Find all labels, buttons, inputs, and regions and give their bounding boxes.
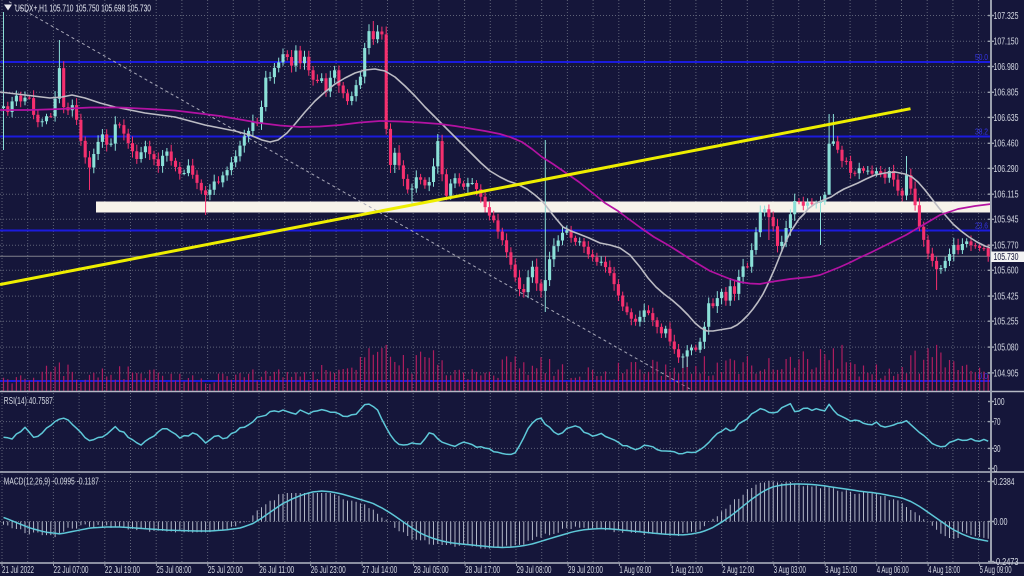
svg-text:0: 0 xyxy=(994,464,998,475)
svg-text:0.2384: 0.2384 xyxy=(994,477,1015,488)
svg-text:105.080: 105.080 xyxy=(994,343,1019,354)
svg-text:3 Aug 03:00: 3 Aug 03:00 xyxy=(774,565,806,576)
svg-text:29 Jul 08:00: 29 Jul 08:00 xyxy=(517,565,552,576)
svg-text:107.325: 107.325 xyxy=(994,11,1019,22)
svg-text:22 Jul 07:00: 22 Jul 07:00 xyxy=(54,565,89,576)
svg-text:106.805: 106.805 xyxy=(994,88,1019,99)
svg-text:105.945: 105.945 xyxy=(994,215,1019,226)
svg-text:105.770: 105.770 xyxy=(994,241,1019,252)
svg-text:26 Jul 11:00: 26 Jul 11:00 xyxy=(259,565,294,576)
svg-text:25 Jul 08:00: 25 Jul 08:00 xyxy=(156,565,191,576)
svg-text:106.460: 106.460 xyxy=(994,139,1019,150)
svg-text:28 Jul 05:00: 28 Jul 05:00 xyxy=(414,565,449,576)
svg-text:0.00: 0.00 xyxy=(994,517,1008,528)
svg-text:5 Aug 09:00: 5 Aug 09:00 xyxy=(980,565,1012,576)
svg-text:28 Jul 17:00: 28 Jul 17:00 xyxy=(465,565,500,576)
svg-text:2 Aug 12:00: 2 Aug 12:00 xyxy=(722,565,754,576)
svg-text:70: 70 xyxy=(994,417,1001,428)
svg-text:-0.2473: -0.2473 xyxy=(994,557,1019,568)
svg-text:1 Aug 09:00: 1 Aug 09:00 xyxy=(619,565,651,576)
svg-text:MACD(12,26,9) -0.0995 -0.1187: MACD(12,26,9) -0.0995 -0.1187 xyxy=(4,476,99,487)
svg-text:106.115: 106.115 xyxy=(994,190,1019,201)
svg-text:23.6: 23.6 xyxy=(975,221,988,231)
svg-text:USDX+,H1 105.710 105.750 105.: USDX+,H1 105.710 105.750 105.698 105.730 xyxy=(15,3,151,14)
svg-text:3 Aug 15:00: 3 Aug 15:00 xyxy=(825,565,857,576)
svg-text:1 Aug 21:00: 1 Aug 21:00 xyxy=(671,565,703,576)
svg-text:21 Jul 2022: 21 Jul 2022 xyxy=(2,565,34,576)
svg-text:29 Jul 20:00: 29 Jul 20:00 xyxy=(568,565,603,576)
svg-text:4 Aug 18:00: 4 Aug 18:00 xyxy=(928,565,960,576)
svg-text:100: 100 xyxy=(994,397,1005,408)
svg-text:107.150: 107.150 xyxy=(994,37,1019,48)
svg-text:38.2: 38.2 xyxy=(975,127,988,137)
svg-text:105.255: 105.255 xyxy=(994,317,1019,328)
svg-text:4 Aug 06:00: 4 Aug 06:00 xyxy=(877,565,909,576)
svg-text:26 Jul 23:00: 26 Jul 23:00 xyxy=(311,565,346,576)
svg-text:106.980: 106.980 xyxy=(994,62,1019,73)
svg-text:30: 30 xyxy=(994,444,1001,455)
svg-text:50.0: 50.0 xyxy=(975,52,988,62)
svg-text:106.635: 106.635 xyxy=(994,113,1019,124)
svg-text:104.905: 104.905 xyxy=(994,368,1019,379)
svg-text:27 Jul 14:00: 27 Jul 14:00 xyxy=(362,565,397,576)
svg-text:0.0: 0.0 xyxy=(978,371,988,381)
svg-text:22 Jul 19:00: 22 Jul 19:00 xyxy=(105,565,140,576)
svg-text:106.290: 106.290 xyxy=(994,164,1019,175)
svg-text:25 Jul 20:00: 25 Jul 20:00 xyxy=(208,565,243,576)
svg-text:105.600: 105.600 xyxy=(994,266,1019,277)
svg-text:RSI(14) 40.7587: RSI(14) 40.7587 xyxy=(4,396,53,407)
svg-text:105.730: 105.730 xyxy=(994,252,1019,263)
svg-text:105.425: 105.425 xyxy=(994,292,1019,303)
